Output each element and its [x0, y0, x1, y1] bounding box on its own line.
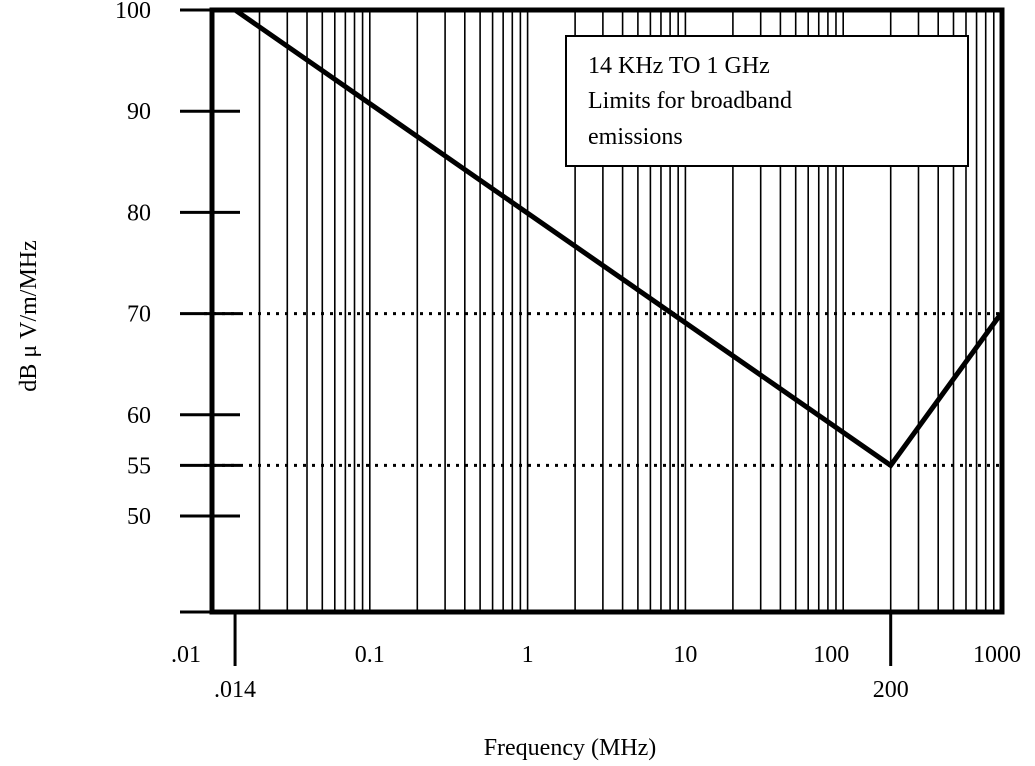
legend-box: 14 KHz TO 1 GHz Limits for broadband emi… — [565, 35, 969, 167]
legend-line-3: emissions — [588, 124, 683, 150]
y-axis-title: dB μ V/m/MHz — [16, 240, 42, 392]
x-tick-label-secondary: 200 — [873, 677, 909, 703]
x-tick-marks — [233, 612, 893, 666]
limit-line — [233, 7, 1004, 469]
y-tick-labels: 100 90 80 70 60 55 50 — [115, 0, 151, 530]
legend-frame — [565, 35, 969, 167]
x-tick-label: 10 — [673, 642, 697, 668]
series-layer — [233, 7, 1004, 469]
plot-frame — [209, 7, 1005, 615]
y-tick-label: 70 — [127, 302, 151, 328]
y-tick-label: 100 — [115, 0, 151, 24]
legend-line-2: Limits for broadband — [588, 88, 792, 114]
x-tick-label: 1 — [522, 642, 534, 668]
x-tick-label: 100 — [813, 642, 849, 668]
y-tick-label: 60 — [127, 403, 151, 429]
reference-lines — [204, 312, 1002, 467]
y-tick-label: 90 — [127, 99, 151, 125]
x-tick-label: 0.1 — [355, 642, 385, 668]
x-tick-labels: .01 0.1 1 10 100 1000 .014 200 — [171, 642, 1021, 703]
x-tick-label: .01 — [171, 642, 201, 668]
x-axis-title: Frequency (MHz) — [484, 735, 657, 761]
y-tick-label: 80 — [127, 200, 151, 226]
y-tick-label: 55 — [127, 453, 151, 479]
y-tick-label: 50 — [127, 504, 151, 530]
legend-line-1: 14 KHz TO 1 GHz — [588, 53, 770, 79]
x-tick-label-secondary: .014 — [214, 677, 256, 703]
x-tick-label: 1000 — [973, 642, 1021, 668]
